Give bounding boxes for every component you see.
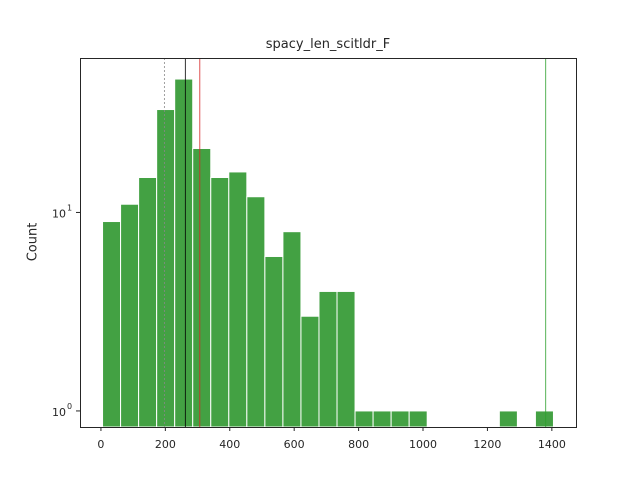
x-tick-label: 1200 — [473, 438, 501, 451]
histogram-bar — [534, 410, 554, 428]
x-tick-label: 0 — [97, 438, 104, 451]
bars-layer — [102, 78, 554, 428]
histogram-bar — [282, 231, 302, 428]
histogram-bar — [300, 315, 320, 428]
histogram-bar — [192, 147, 212, 428]
x-tick-label: 600 — [284, 438, 305, 451]
histogram-bar — [354, 410, 374, 428]
x-tick-label: 400 — [219, 438, 240, 451]
x-tick-label: 1400 — [538, 438, 566, 451]
y-tick-label: 10 — [52, 406, 66, 419]
histogram-bar — [318, 290, 338, 428]
histogram-bar — [174, 78, 194, 428]
y-tick-label: 10 — [52, 207, 66, 220]
chart-title: spacy_len_scitldr_F — [265, 37, 391, 52]
histogram-bar — [228, 171, 248, 428]
histogram-bar — [156, 109, 176, 428]
histogram-bar — [408, 410, 428, 428]
histogram-bar — [120, 203, 140, 428]
plot-frame — [80, 58, 577, 428]
reference-lines-layer — [163, 58, 547, 427]
x-tick-label: 200 — [155, 438, 176, 451]
y-tick-exponent: 0 — [67, 402, 72, 411]
histogram-bar — [498, 410, 518, 428]
histogram-bar — [138, 177, 158, 428]
histogram-bar — [336, 290, 356, 428]
x-tick-label: 1000 — [409, 438, 437, 451]
y-tick-exponent: 1 — [67, 203, 72, 212]
histogram-bar — [390, 410, 410, 428]
histogram-bar — [246, 196, 266, 428]
histogram-bar — [264, 255, 284, 428]
histogram-bar — [210, 177, 230, 428]
x-ticks-layer: 0 200 400 600 800 1000 1200 1400 — [97, 427, 566, 451]
histogram-bar — [372, 410, 392, 428]
x-tick-label: 800 — [348, 438, 369, 451]
histogram-bar — [102, 221, 122, 428]
